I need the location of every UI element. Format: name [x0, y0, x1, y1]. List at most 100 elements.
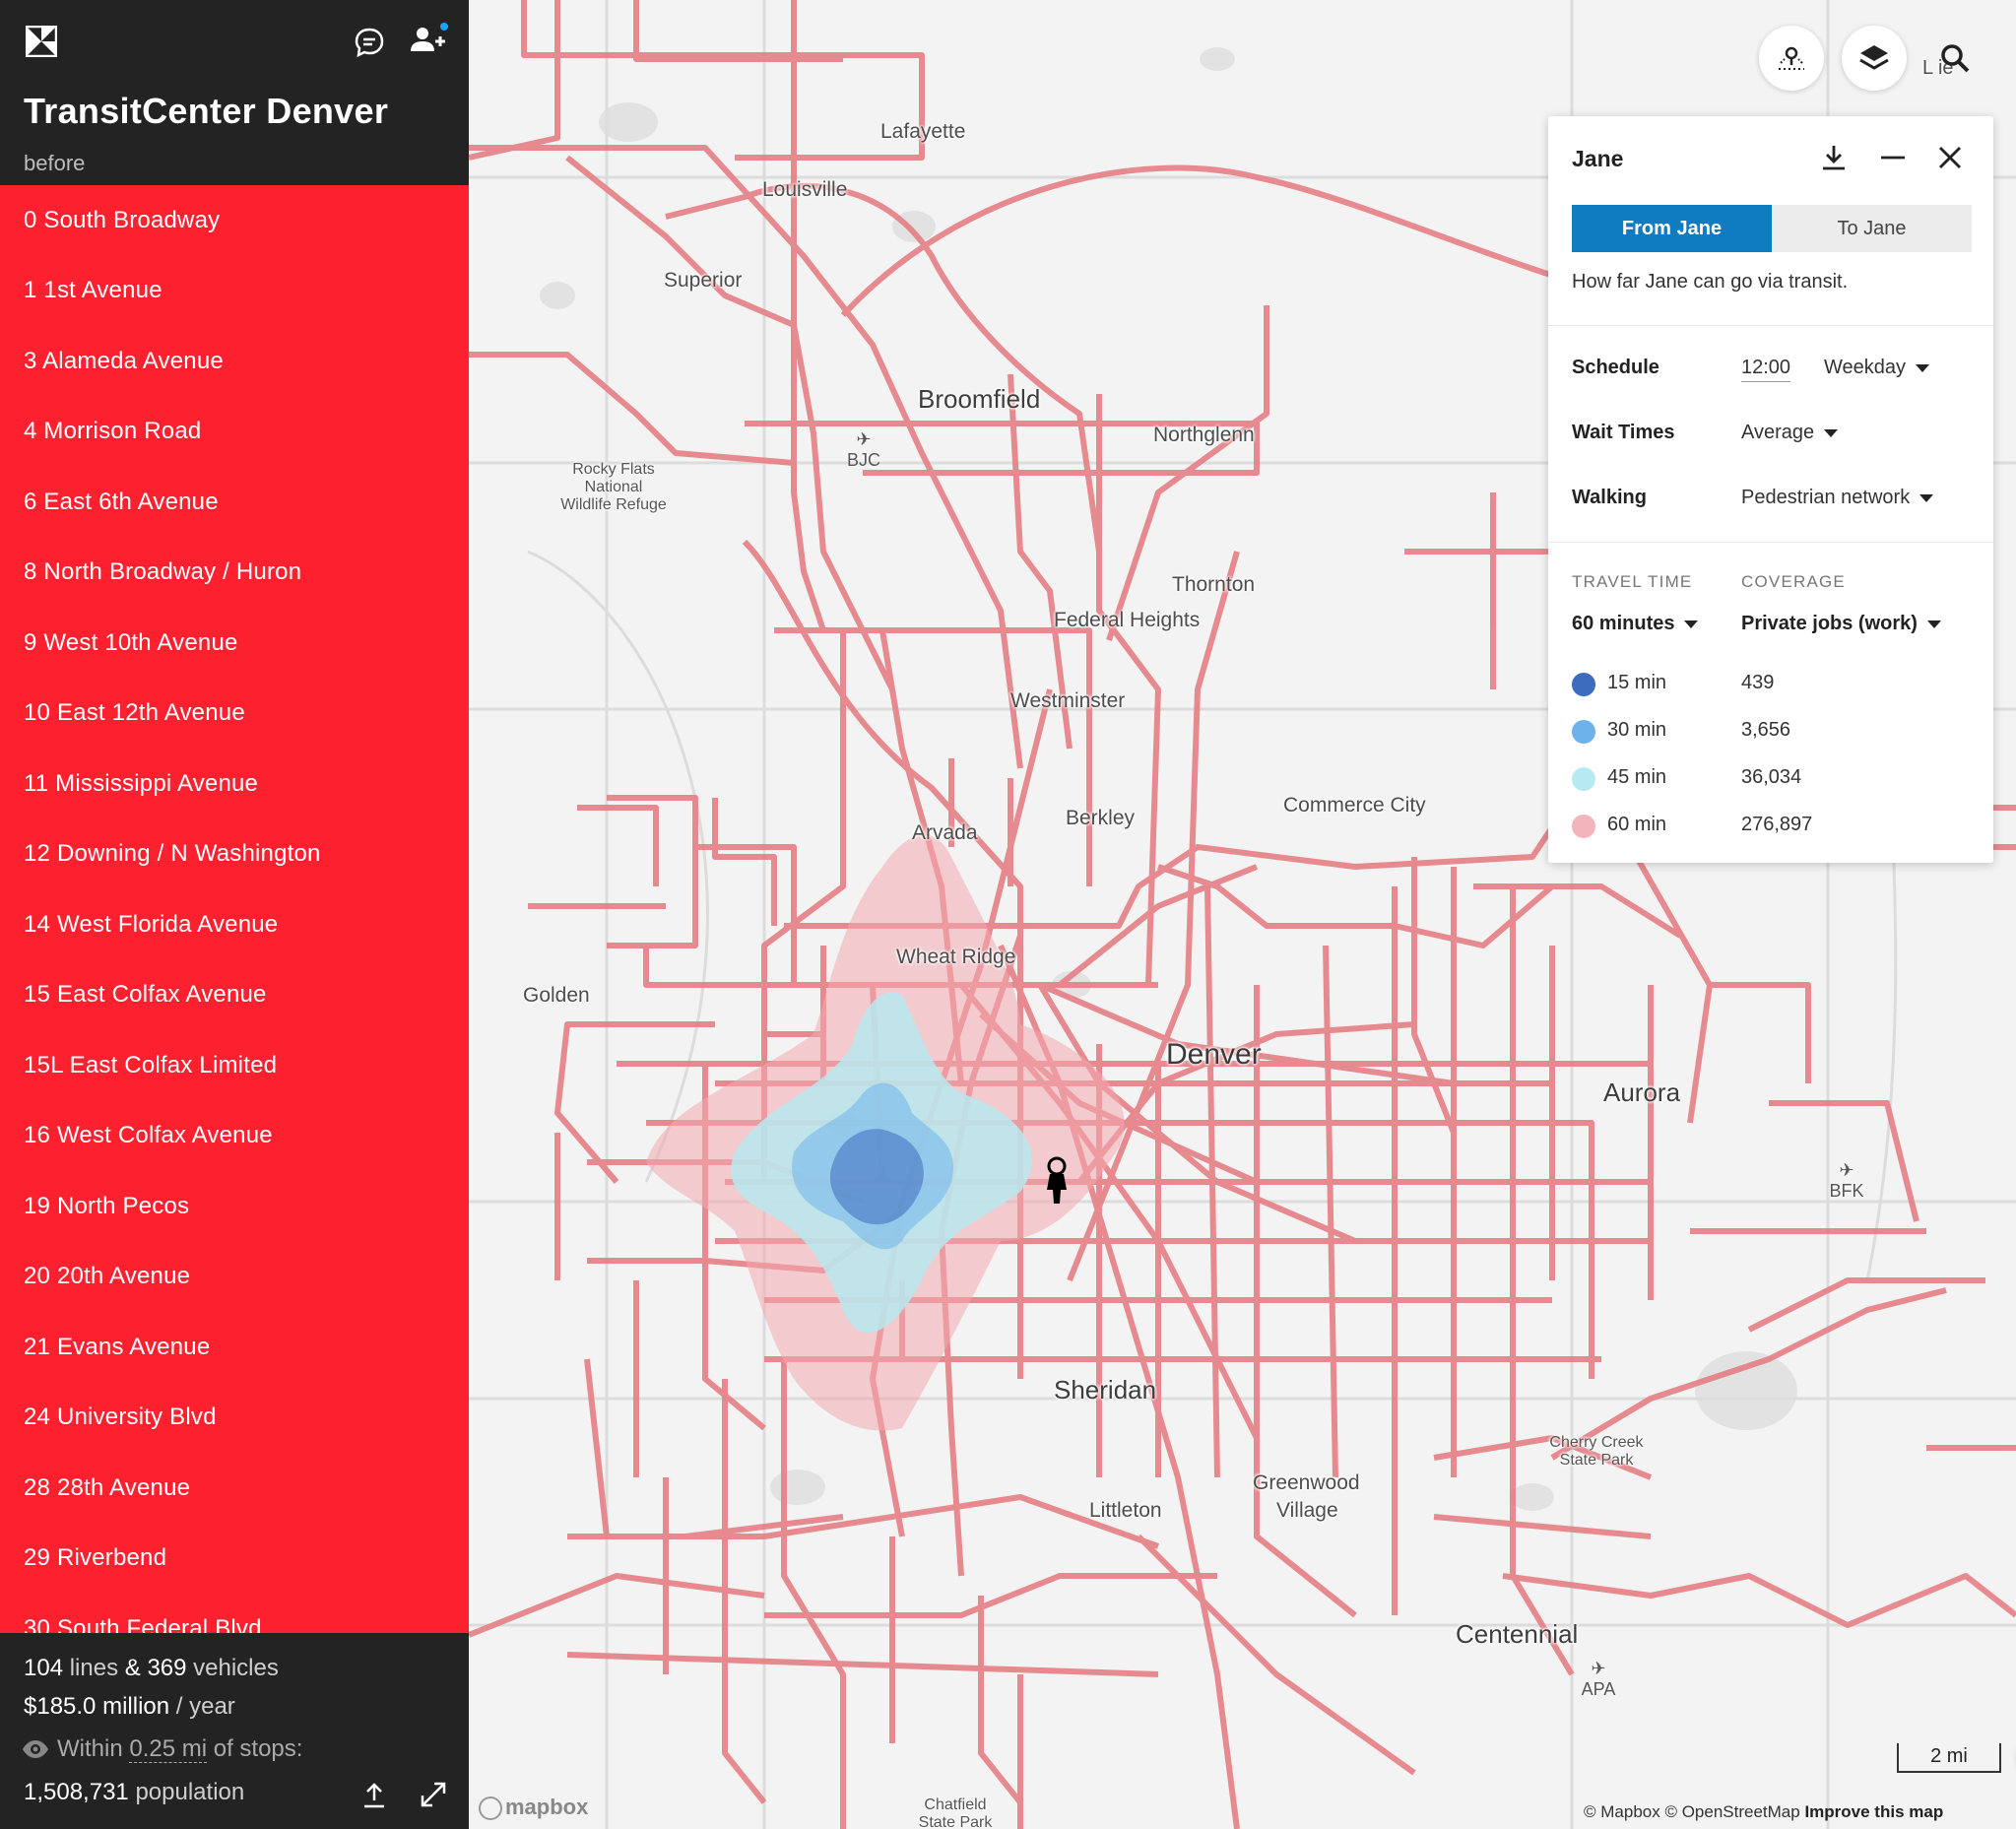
- chevron-down-icon: [1916, 363, 1930, 372]
- layers-button[interactable]: [1842, 26, 1907, 91]
- airplane-icon: ✈: [1839, 1160, 1854, 1180]
- network-summary: [0, 1633, 469, 1829]
- vehicles-count: 369: [147, 1655, 187, 1681]
- divider: [1548, 325, 1993, 326]
- list-item[interactable]: 20 20th Avenue: [24, 1263, 191, 1290]
- origin-marker[interactable]: [1047, 1156, 1067, 1204]
- download-icon[interactable]: [1818, 142, 1850, 173]
- population-value: 1,508,731: [24, 1779, 129, 1805]
- place-label: Centennial: [1456, 1619, 1579, 1649]
- list-item[interactable]: 6 East 6th Avenue: [24, 488, 219, 515]
- scenario-label[interactable]: before: [24, 151, 86, 175]
- travel-time-header: TRAVEL TIME: [1572, 572, 1693, 591]
- list-item[interactable]: 15 East Colfax Avenue: [24, 981, 267, 1009]
- map-canvas[interactable]: [469, 0, 2016, 1829]
- travel-time-select[interactable]: 60 minutes: [1572, 613, 1699, 635]
- buffer-prefix: Within: [57, 1735, 123, 1762]
- search-button[interactable]: [1922, 26, 1987, 91]
- upload-icon[interactable]: [359, 1781, 389, 1810]
- list-item[interactable]: 1 1st Avenue: [24, 277, 163, 304]
- park-label-line: State Park: [918, 1814, 993, 1829]
- add-user-icon[interactable]: [408, 22, 449, 59]
- place-label: Village: [1276, 1499, 1338, 1522]
- list-item[interactable]: 24 University Blvd: [24, 1404, 217, 1431]
- expand-icon[interactable]: [418, 1779, 449, 1810]
- park-label-line: Chatfield: [924, 1796, 987, 1813]
- list-item[interactable]: 15L East Colfax Limited: [24, 1051, 278, 1078]
- place-label: Superior: [664, 269, 743, 292]
- transit-line-list[interactable]: 0 South Broadway 1 1st Avenue 3 Alameda …: [0, 185, 469, 1633]
- legend-label: 30 min: [1607, 719, 1667, 741]
- map[interactable]: Lafayette Louisville Superior Broomfield…: [469, 0, 2016, 1829]
- wait-times-select[interactable]: Average: [1741, 422, 1839, 444]
- list-item[interactable]: 3 Alameda Avenue: [24, 347, 224, 374]
- airport-marker: ✈ APA: [1574, 1659, 1623, 1700]
- buffer-suffix: of stops:: [213, 1735, 303, 1762]
- chevron-down-icon: [1926, 620, 1941, 628]
- airport-label: APA: [1581, 1679, 1616, 1699]
- eye-icon: [23, 1740, 48, 1758]
- list-item[interactable]: 16 West Colfax Avenue: [24, 1122, 273, 1149]
- chevron-down-icon: [1684, 620, 1699, 628]
- place-label: Berkley: [1066, 807, 1136, 829]
- isochrone-panel: Jane From Jane To Jane How far Jane can …: [1548, 116, 1993, 863]
- travel-time-value: 60 minutes: [1572, 613, 1675, 634]
- list-item[interactable]: 30 South Federal Blvd: [24, 1614, 262, 1633]
- park-label: Chatfield State Park: [906, 1796, 1005, 1829]
- legend-value: 36,034: [1741, 766, 1802, 788]
- schedule-day-select[interactable]: Weekday: [1824, 357, 1930, 379]
- close-icon[interactable]: [1934, 142, 1966, 173]
- list-item[interactable]: 29 Riverbend: [24, 1544, 167, 1572]
- mapbox-logo-text: mapbox: [505, 1795, 589, 1819]
- minimize-icon[interactable]: [1877, 142, 1909, 173]
- walking-select[interactable]: Pedestrian network: [1741, 487, 1934, 509]
- panel-description: How far Jane can go via transit.: [1572, 271, 1849, 293]
- list-item[interactable]: 0 South Broadway: [24, 206, 221, 233]
- airplane-icon: ✈: [1591, 1659, 1606, 1678]
- chat-icon[interactable]: [353, 26, 386, 59]
- list-item[interactable]: 28 28th Avenue: [24, 1473, 191, 1501]
- lines-count: 104: [24, 1655, 64, 1681]
- list-item[interactable]: 10 East 12th Avenue: [24, 699, 245, 727]
- place-label: Denver: [1166, 1038, 1262, 1071]
- list-item[interactable]: 14 West Florida Avenue: [24, 910, 279, 938]
- place-label: Greenwood: [1253, 1471, 1360, 1494]
- park-label-line: National: [584, 479, 643, 495]
- legend-label: 60 min: [1607, 814, 1667, 835]
- buffer-distance[interactable]: 0.25 mi: [129, 1735, 208, 1763]
- list-item[interactable]: 19 North Pecos: [24, 1192, 190, 1219]
- place-label: Arvada: [912, 821, 978, 844]
- coverage-value: Private jobs (work): [1741, 613, 1918, 634]
- place-label: Federal Heights: [1054, 609, 1201, 631]
- list-item[interactable]: 4 Morrison Road: [24, 418, 202, 445]
- logo-icon[interactable]: [26, 26, 57, 57]
- schedule-time-input[interactable]: 12:00: [1741, 357, 1791, 382]
- wait-times-label: Wait Times: [1572, 422, 1675, 443]
- from-button[interactable]: From Jane: [1572, 205, 1772, 252]
- vehicles-word: vehicles: [193, 1655, 279, 1681]
- wait-times-value: Average: [1741, 422, 1815, 443]
- map-attribution: © Mapbox © OpenStreetMap Improve this ma…: [1584, 1802, 1943, 1822]
- attribution-text[interactable]: © Mapbox © OpenStreetMap: [1584, 1802, 1800, 1821]
- list-item[interactable]: 8 North Broadway / Huron: [24, 558, 302, 586]
- list-item[interactable]: 9 West 10th Avenue: [24, 628, 238, 656]
- divider: [1548, 542, 1993, 543]
- coverage-select[interactable]: Private jobs (work): [1741, 613, 1941, 635]
- legend-label: 15 min: [1607, 672, 1667, 693]
- to-button[interactable]: To Jane: [1772, 205, 1972, 252]
- park-label: Cherry Creek State Park: [1532, 1434, 1660, 1470]
- isochrone-15: [829, 1129, 924, 1225]
- mapbox-logo[interactable]: mapbox: [479, 1795, 589, 1821]
- list-item[interactable]: 21 Evans Avenue: [24, 1333, 211, 1360]
- app-title: TransitCenter Denver: [24, 91, 389, 131]
- legend-label: 45 min: [1607, 766, 1667, 788]
- isochrone-tool-button[interactable]: [1759, 26, 1824, 91]
- airport-label: BFK: [1829, 1181, 1864, 1201]
- list-item[interactable]: 11 Mississippi Avenue: [24, 769, 259, 797]
- improve-map-link[interactable]: Improve this map: [1804, 1802, 1944, 1821]
- schedule-label: Schedule: [1572, 357, 1659, 378]
- sidebar: TransitCenter Denver before 0 South Broa…: [0, 0, 469, 1829]
- legend-swatch: [1572, 720, 1595, 744]
- list-item[interactable]: 12 Downing / N Washington: [24, 840, 321, 868]
- cost-unit: / year: [175, 1693, 235, 1720]
